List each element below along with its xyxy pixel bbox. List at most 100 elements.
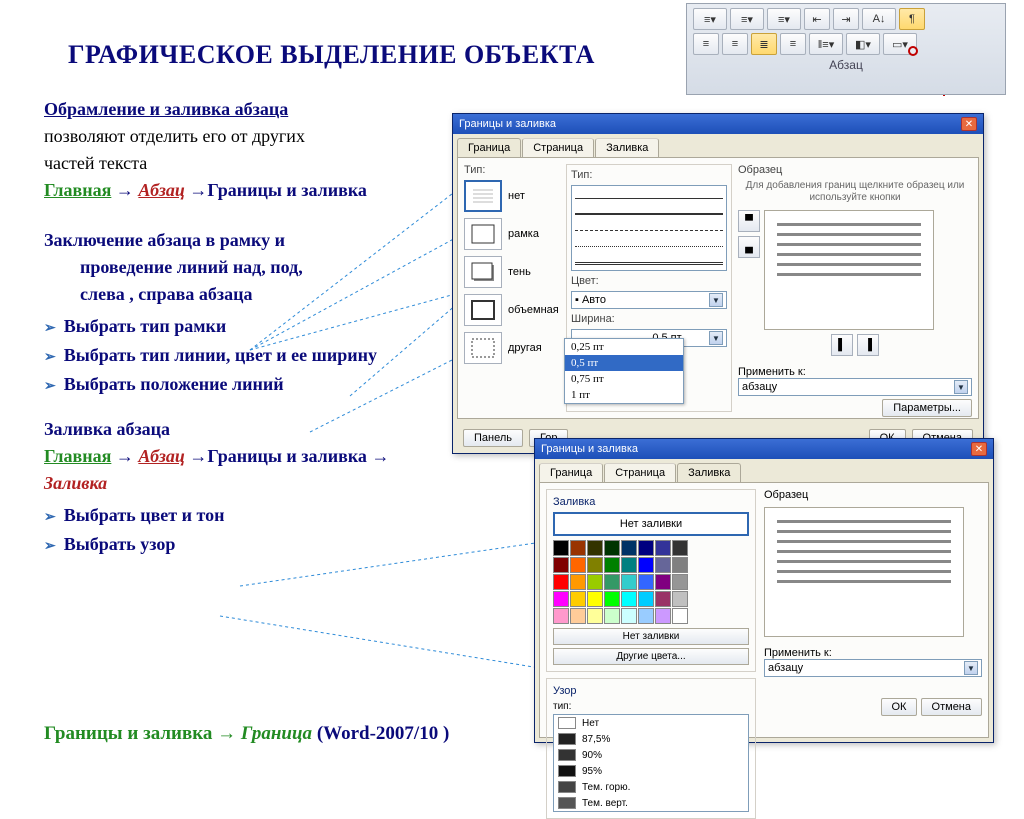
swatch[interactable] <box>570 574 586 590</box>
border-right-button[interactable]: ▐ <box>857 334 879 356</box>
align-justify-button[interactable]: ≣ <box>751 33 777 55</box>
border-left-button[interactable]: ▌ <box>831 334 853 356</box>
content-text: Обрамление и заливка абзаца позволяют от… <box>44 96 444 559</box>
swatch[interactable] <box>672 608 688 624</box>
swatch[interactable] <box>621 574 637 590</box>
pattern-row[interactable]: Нет <box>554 715 748 731</box>
swatch[interactable] <box>604 540 620 556</box>
tab2-page[interactable]: Страница <box>604 463 676 482</box>
swatch[interactable] <box>638 608 654 624</box>
pattern-list[interactable]: Нет87,5%90%95%Тем. горю.Тем. верт. <box>553 714 749 812</box>
bullets-button[interactable]: ≡▾ <box>693 8 727 30</box>
show-marks-button[interactable]: ¶ <box>899 8 925 30</box>
no-fill-2[interactable]: Нет заливки <box>553 628 749 645</box>
swatch[interactable] <box>655 591 671 607</box>
swatch[interactable] <box>553 608 569 624</box>
borders-button[interactable]: ▭▾ <box>883 33 917 55</box>
bullet-line-position: Выбрать положение линий <box>44 370 444 399</box>
tab2-fill[interactable]: Заливка <box>677 463 741 482</box>
bullet-fill-pattern: Выбрать узор <box>44 530 444 559</box>
border-bottom-button[interactable]: ▄ <box>738 236 760 258</box>
swatch[interactable] <box>655 574 671 590</box>
border-type-custom[interactable]: другая <box>464 332 560 364</box>
border-type-box[interactable]: рамка <box>464 218 560 250</box>
swatch[interactable] <box>672 574 688 590</box>
swatch[interactable] <box>604 608 620 624</box>
swatch[interactable] <box>638 591 654 607</box>
border-type-none[interactable]: нет <box>464 180 560 212</box>
pattern-row[interactable]: Тем. верт. <box>554 795 748 811</box>
swatch[interactable] <box>587 608 603 624</box>
close-icon-2[interactable]: ✕ <box>971 442 987 456</box>
tab2-border[interactable]: Граница <box>539 463 603 482</box>
tab-border[interactable]: Граница <box>457 138 521 157</box>
swatch[interactable] <box>655 608 671 624</box>
swatch[interactable] <box>638 574 654 590</box>
swatch[interactable] <box>570 591 586 607</box>
swatch[interactable] <box>570 608 586 624</box>
swatch[interactable] <box>621 591 637 607</box>
border-type-shadow[interactable]: тень <box>464 256 560 288</box>
close-icon[interactable]: ✕ <box>961 117 977 131</box>
bullet-frame-type: Выбрать тип рамки <box>44 312 444 341</box>
indent-increase-button[interactable]: ⇥ <box>833 8 859 30</box>
swatch[interactable] <box>553 574 569 590</box>
align-left-button[interactable]: ≡ <box>693 33 719 55</box>
swatch[interactable] <box>553 591 569 607</box>
line-spacing-button[interactable]: ‖≡▾ <box>809 33 843 55</box>
line-style-list[interactable] <box>571 185 727 271</box>
swatch[interactable] <box>604 591 620 607</box>
pattern-row[interactable]: 95% <box>554 763 748 779</box>
swatch[interactable] <box>570 557 586 573</box>
multilevel-button[interactable]: ≡▾ <box>767 8 801 30</box>
apply-to-combo-2[interactable]: абзацу▼ <box>764 659 982 677</box>
ribbon-paragraph-group: ≡▾ ≡▾ ≡▾ ⇤ ⇥ A↓ ¶ ≡ ≡ ≣ ≡ ‖≡▾ ◧▾ ▭▾ Абза… <box>686 3 1006 95</box>
numbering-button[interactable]: ≡▾ <box>730 8 764 30</box>
swatch[interactable] <box>655 540 671 556</box>
more-colors-button[interactable]: Другие цвета... <box>553 648 749 665</box>
swatch[interactable] <box>587 591 603 607</box>
swatch[interactable] <box>570 540 586 556</box>
swatch[interactable] <box>638 557 654 573</box>
swatch[interactable] <box>672 540 688 556</box>
apply-to-combo[interactable]: абзацу▼ <box>738 378 972 396</box>
pattern-row[interactable]: Тем. горю. <box>554 779 748 795</box>
swatch[interactable] <box>553 557 569 573</box>
swatch[interactable] <box>655 557 671 573</box>
tab-fill[interactable]: Заливка <box>595 138 659 157</box>
border-type-3d[interactable]: объемная <box>464 294 560 326</box>
swatch[interactable] <box>553 540 569 556</box>
swatch[interactable] <box>621 608 637 624</box>
color-palette[interactable] <box>553 540 749 624</box>
swatch[interactable] <box>587 557 603 573</box>
panel-button[interactable]: Панель <box>463 429 523 447</box>
params-button[interactable]: Параметры... <box>882 399 972 417</box>
preview-box <box>764 210 934 330</box>
swatch[interactable] <box>672 591 688 607</box>
swatch[interactable] <box>587 574 603 590</box>
shading-button[interactable]: ◧▾ <box>846 33 880 55</box>
cancel-button-2[interactable]: Отмена <box>921 698 982 716</box>
swatch[interactable] <box>672 557 688 573</box>
preview-box-2 <box>764 507 964 637</box>
align-center-button[interactable]: ≡ <box>722 33 748 55</box>
swatch[interactable] <box>604 574 620 590</box>
indent-decrease-button[interactable]: ⇤ <box>804 8 830 30</box>
align-right-button[interactable]: ≡ <box>780 33 806 55</box>
border-top-button[interactable]: ▀ <box>738 210 760 232</box>
swatch[interactable] <box>621 557 637 573</box>
ok-button-2[interactable]: ОК <box>881 698 918 716</box>
swatch[interactable] <box>587 540 603 556</box>
dialog2-title: Границы и заливка <box>541 443 638 455</box>
pattern-row[interactable]: 90% <box>554 747 748 763</box>
swatch[interactable] <box>604 557 620 573</box>
fill-dialog: Границы и заливка ✕ Граница Страница Зал… <box>534 438 994 743</box>
tab-page[interactable]: Страница <box>522 138 594 157</box>
pattern-row[interactable]: 87,5% <box>554 731 748 747</box>
sort-button[interactable]: A↓ <box>862 8 896 30</box>
swatch[interactable] <box>621 540 637 556</box>
no-fill-button[interactable]: Нет заливки <box>553 512 749 536</box>
width-dropdown-open[interactable]: 0,25 пт 0,5 пт 0,75 пт 1 пт <box>564 338 684 404</box>
color-combo[interactable]: ▪ Авто▼ <box>571 291 727 309</box>
swatch[interactable] <box>638 540 654 556</box>
